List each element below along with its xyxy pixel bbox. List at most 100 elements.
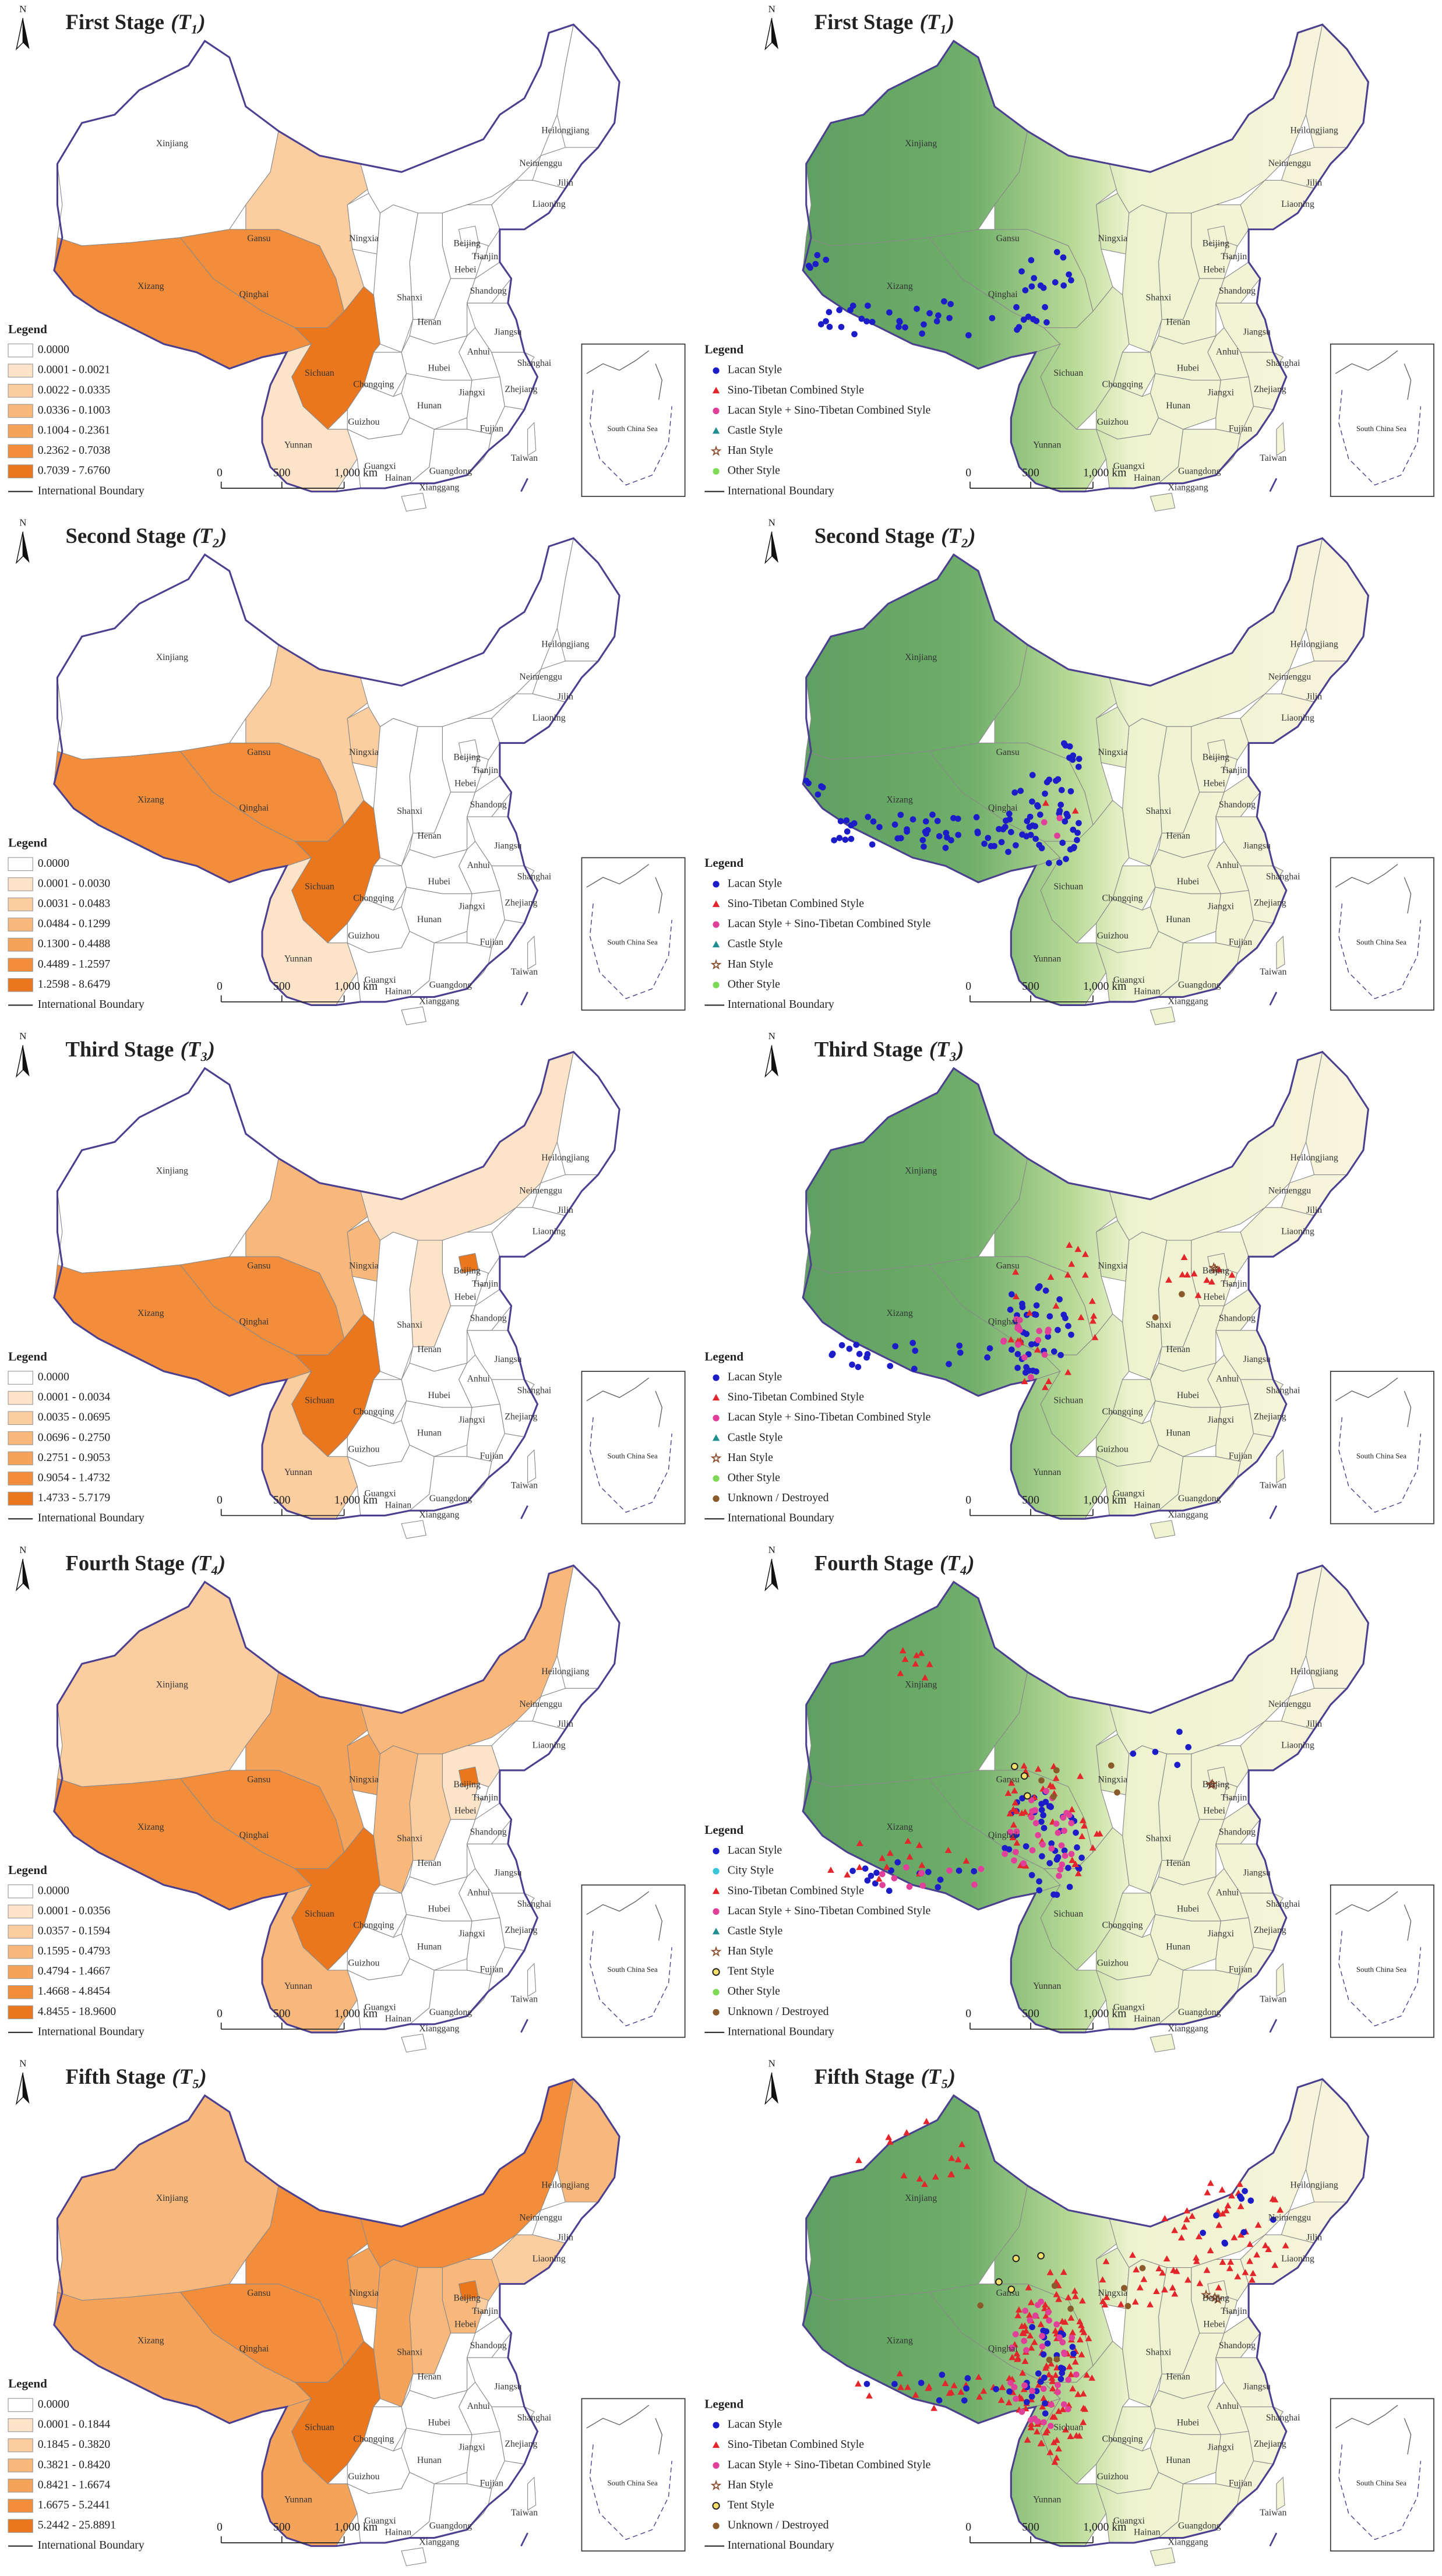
province-label: Xianggang [419, 2024, 459, 2034]
province-label: Beijing [1203, 752, 1229, 762]
site-point [1011, 1799, 1019, 1806]
site-point [1013, 842, 1019, 849]
legend-swatch [8, 1391, 33, 1405]
inset-coast [586, 1891, 650, 1915]
legend-swatch [8, 404, 33, 418]
province-label: Neimenggu [519, 2213, 562, 2223]
site-point [1249, 2270, 1257, 2277]
legend-label: Sino-Tibetan Combined Style [728, 2438, 865, 2451]
north-label: N [768, 2058, 775, 2069]
site-point [1077, 1314, 1085, 1321]
province-label: Chongqing [1102, 1921, 1143, 1931]
province-label: Henan [417, 831, 441, 841]
province-label: Yunnan [284, 2494, 312, 2504]
site-point [934, 817, 941, 824]
inset-boundary [1338, 1417, 1422, 1513]
legend-swatch [8, 444, 33, 458]
north-label: N [768, 517, 775, 528]
site-point [1057, 1866, 1064, 1873]
site-point [823, 256, 830, 263]
province-label: Liaoning [533, 1227, 566, 1237]
stage-name: First Stage [66, 10, 165, 34]
panel-title: Fourth Stage (T₄) [815, 1551, 975, 1575]
site-point [1022, 2307, 1029, 2314]
province-label: Xinjiang [156, 2193, 188, 2203]
province-label: Yunnan [284, 1981, 312, 1991]
site-point [1076, 756, 1083, 763]
province-label: Gansu [996, 747, 1020, 757]
province-label: Guizhou [348, 417, 379, 427]
province [1150, 2034, 1176, 2053]
site-point [1078, 1854, 1085, 1861]
site-point [1011, 2384, 1018, 2391]
legend-label: 0.0022 - 0.0335 [38, 383, 111, 396]
legend-marker [710, 2479, 722, 2490]
province-label: Guangxi [364, 1489, 396, 1499]
province-label: Guizhou [348, 1958, 379, 1968]
inset-coast [1335, 350, 1398, 374]
site-point [954, 816, 961, 822]
island-dash [520, 1505, 528, 1519]
site-point [1043, 2362, 1050, 2369]
province-label: Shandong [1219, 2341, 1256, 2351]
site-point [1171, 2226, 1178, 2233]
site-point [1019, 1300, 1025, 1307]
inset-coast [1404, 1391, 1412, 1427]
panel-title: First Stage (T₁) [66, 10, 206, 34]
site-point [853, 1342, 860, 1348]
site-point [866, 2392, 873, 2399]
site-point [836, 306, 842, 313]
site-point [906, 1853, 914, 1860]
site-point [1065, 1322, 1071, 1329]
province-label: Hubei [1177, 877, 1200, 887]
province-label: Neimenggu [519, 1699, 562, 1709]
site-point [1242, 2268, 1249, 2275]
site-point [1024, 1792, 1031, 1800]
site-point [909, 816, 916, 823]
scale-label: 0 [217, 466, 223, 479]
province-label: Yunnan [1033, 1981, 1061, 1991]
site-point [1059, 2339, 1066, 2346]
legend-marker [712, 940, 720, 948]
province-label: Chongqing [1102, 2434, 1143, 2444]
province-label: Shanghai [1266, 1899, 1300, 1909]
site-point [886, 309, 893, 316]
legend-label: Han Style [728, 444, 773, 457]
province [1150, 2547, 1176, 2567]
province-label: Shanghai [1266, 872, 1300, 882]
province-label: Shandong [1219, 800, 1256, 810]
province-label: Xizang [137, 1822, 164, 1832]
legend-marker [712, 1928, 720, 1935]
site-point [1265, 2246, 1272, 2252]
site-point [1088, 2374, 1096, 2381]
scale-label: 500 [1022, 1494, 1039, 1506]
north-arrow [764, 531, 773, 564]
legend-marker [713, 2422, 720, 2429]
legend-label: Lacan Style [728, 364, 782, 376]
site-point [1025, 2284, 1032, 2291]
site-point [1270, 2216, 1277, 2223]
site-point [1271, 2261, 1279, 2268]
legend-swatch [8, 2418, 33, 2432]
site-point [879, 1871, 886, 1878]
site-point [1091, 1333, 1099, 1340]
site-point [1029, 1808, 1035, 1815]
province-label: Chongqing [353, 1407, 394, 1417]
boundary [802, 1050, 1370, 1520]
legend-label: Lacan Style [728, 1844, 782, 1857]
inset-frame [581, 857, 686, 1011]
site-point [1056, 859, 1063, 866]
legend-marker [712, 1393, 720, 1401]
site-point [909, 1339, 916, 1346]
legend-marker [713, 1908, 720, 1915]
legend-label: 0.9054 - 1.4732 [38, 1472, 111, 1484]
legend-label: 1.6675 - 5.2441 [38, 2499, 111, 2511]
legend-swatch [8, 857, 33, 871]
site-point [911, 1365, 918, 1372]
site-point [963, 2162, 971, 2169]
legend-label: 0.1004 - 0.2361 [38, 424, 111, 436]
legend-swatch [8, 2479, 33, 2493]
province-label: Hunan [1166, 2455, 1190, 2465]
legend-label: 1.4733 - 5.7179 [38, 1491, 111, 1504]
legend-label: Lacan Style + Sino-Tibetan Combined Styl… [728, 404, 931, 417]
